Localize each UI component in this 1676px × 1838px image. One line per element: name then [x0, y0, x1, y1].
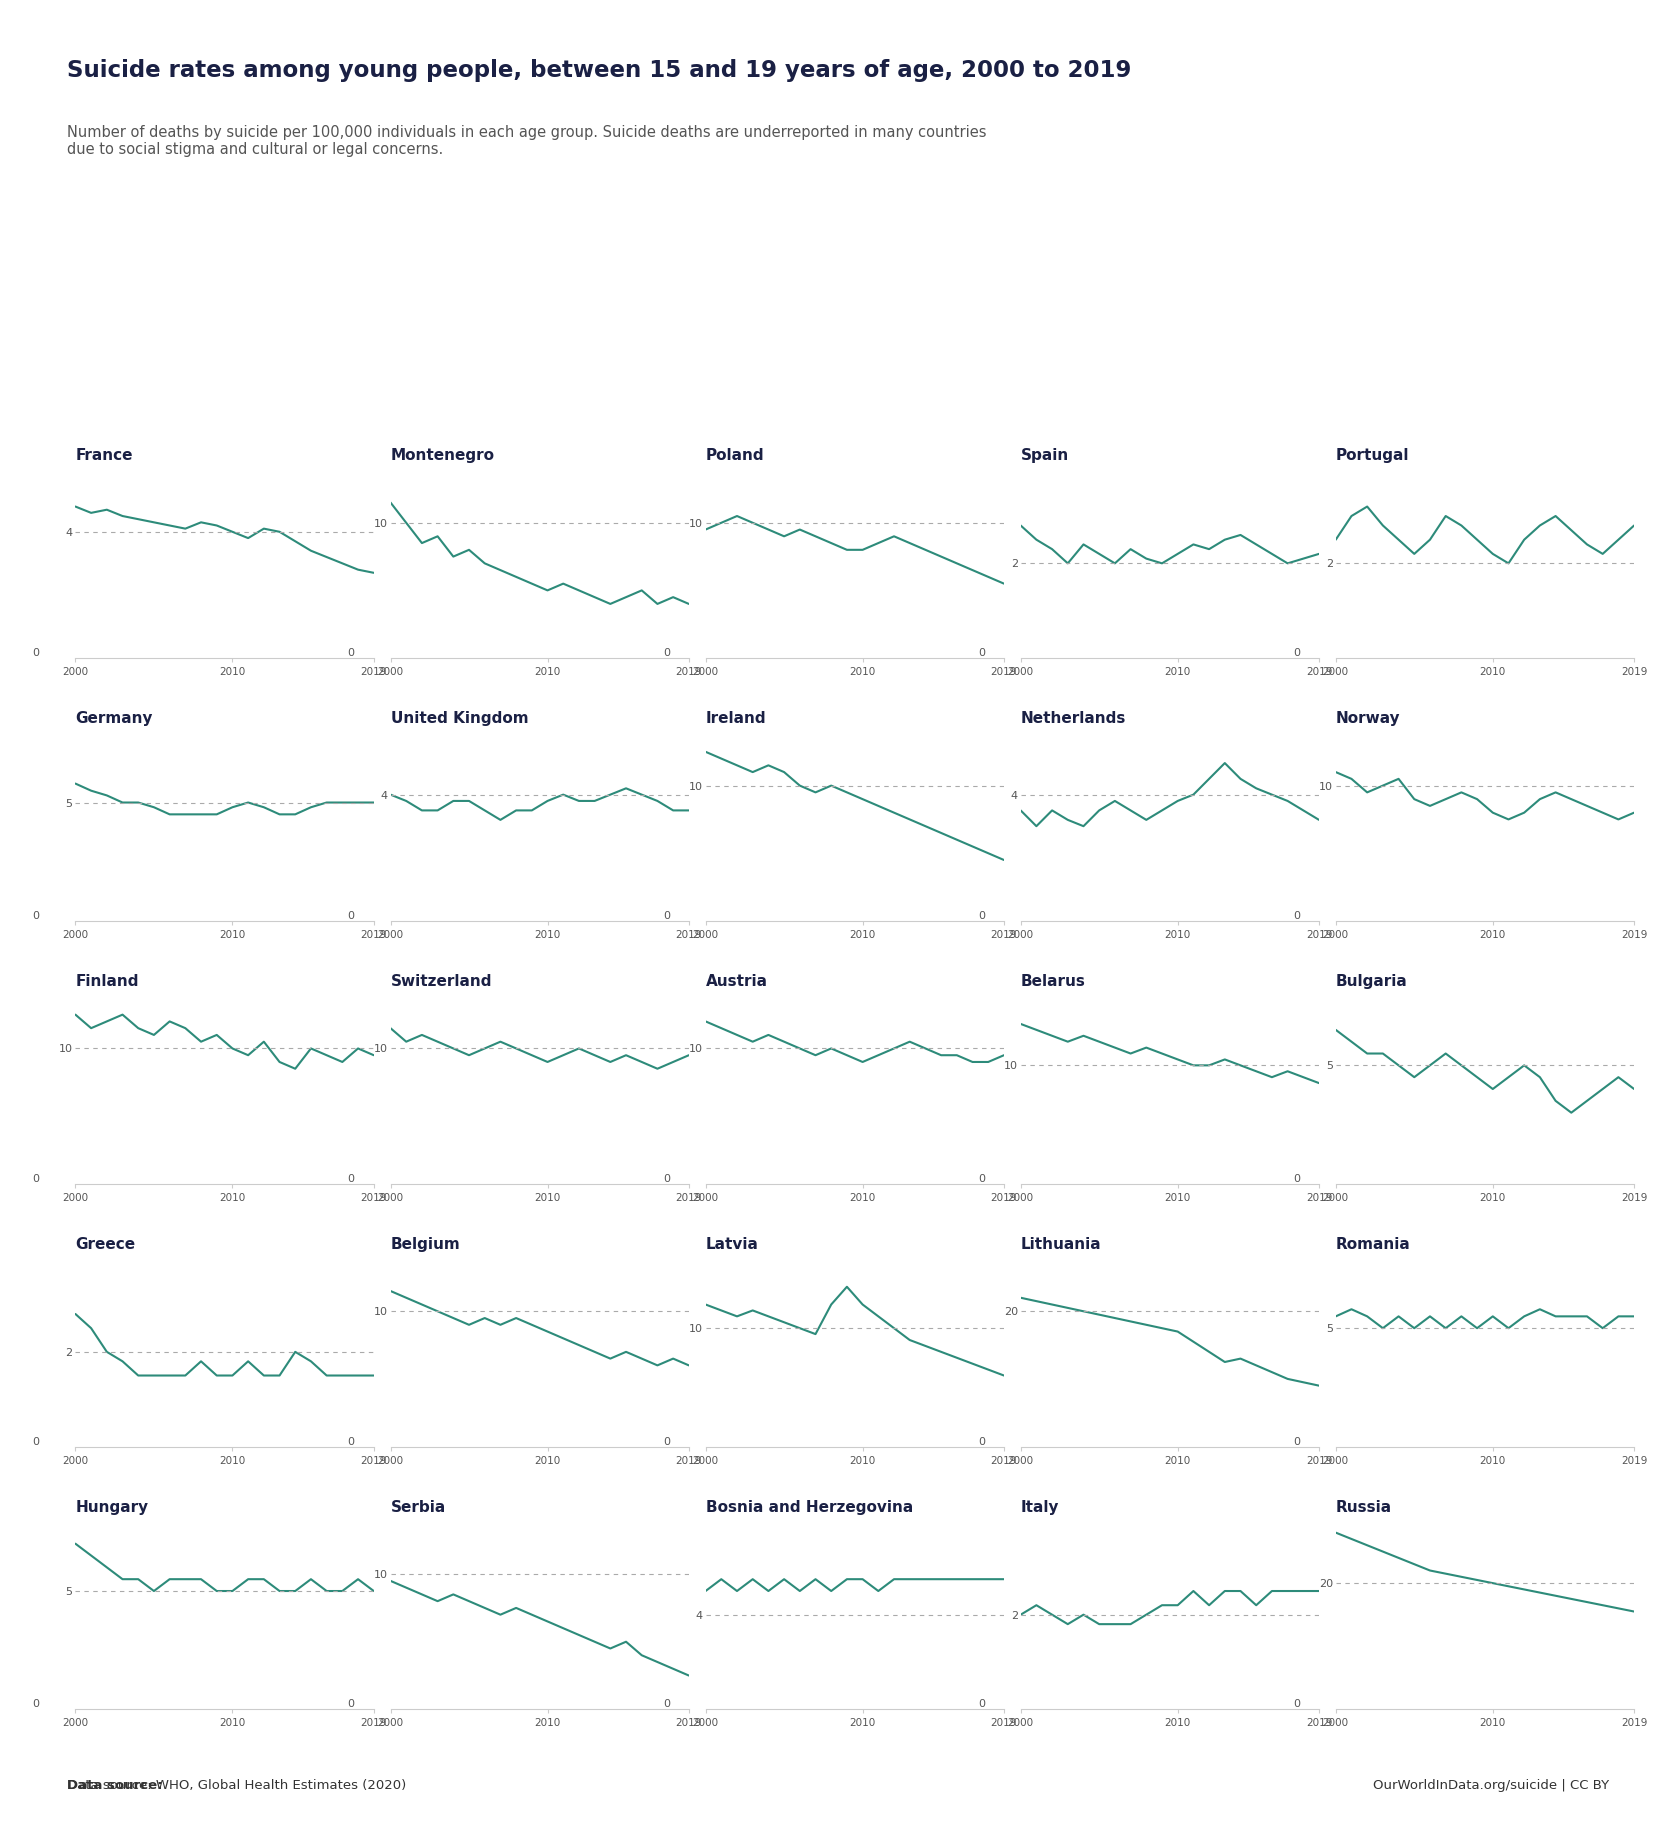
- Text: 0: 0: [347, 649, 355, 658]
- Text: 0: 0: [977, 1174, 985, 1184]
- Text: Poland: Poland: [706, 448, 764, 463]
- Text: Germany: Germany: [75, 711, 153, 726]
- Text: Romania: Romania: [1336, 1237, 1411, 1252]
- Text: OurWorldInData.org/suicide | CC BY: OurWorldInData.org/suicide | CC BY: [1373, 1779, 1609, 1792]
- Text: 0: 0: [32, 1700, 40, 1709]
- Text: Serbia: Serbia: [391, 1500, 446, 1515]
- Text: Number of deaths by suicide per 100,000 individuals in each age group. Suicide d: Number of deaths by suicide per 100,000 …: [67, 125, 987, 158]
- Text: Austria: Austria: [706, 974, 768, 989]
- Text: Norway: Norway: [1336, 711, 1401, 726]
- Text: Spain: Spain: [1021, 448, 1069, 463]
- Text: 0: 0: [1292, 912, 1301, 921]
- Text: 0: 0: [977, 649, 985, 658]
- Text: France: France: [75, 448, 132, 463]
- Text: Switzerland: Switzerland: [391, 974, 493, 989]
- Text: 0: 0: [347, 1700, 355, 1709]
- Text: Lithuania: Lithuania: [1021, 1237, 1101, 1252]
- Text: Data source:: Data source:: [67, 1779, 163, 1792]
- Text: 0: 0: [32, 1174, 40, 1184]
- Text: 0: 0: [347, 1174, 355, 1184]
- Text: 0: 0: [32, 649, 40, 658]
- Text: Ireland: Ireland: [706, 711, 766, 726]
- Text: 0: 0: [1292, 1174, 1301, 1184]
- Text: Bulgaria: Bulgaria: [1336, 974, 1408, 989]
- Text: 0: 0: [662, 1700, 670, 1709]
- Text: 0: 0: [662, 912, 670, 921]
- Text: Belarus: Belarus: [1021, 974, 1086, 989]
- Text: Data source: WHO, Global Health Estimates (2020): Data source: WHO, Global Health Estimate…: [67, 1779, 406, 1792]
- Text: Bosnia and Herzegovina: Bosnia and Herzegovina: [706, 1500, 913, 1515]
- Text: United Kingdom: United Kingdom: [391, 711, 528, 726]
- Text: 0: 0: [977, 912, 985, 921]
- Text: Portugal: Portugal: [1336, 448, 1410, 463]
- Text: 0: 0: [662, 649, 670, 658]
- Text: Netherlands: Netherlands: [1021, 711, 1126, 726]
- Text: Finland: Finland: [75, 974, 139, 989]
- Text: Latvia: Latvia: [706, 1237, 759, 1252]
- Text: Italy: Italy: [1021, 1500, 1059, 1515]
- Text: 0: 0: [32, 912, 40, 921]
- Text: 0: 0: [1292, 1437, 1301, 1447]
- Text: 0: 0: [662, 1437, 670, 1447]
- Text: Russia: Russia: [1336, 1500, 1391, 1515]
- Text: 0: 0: [1292, 649, 1301, 658]
- Text: 0: 0: [977, 1437, 985, 1447]
- Text: 0: 0: [1292, 1700, 1301, 1709]
- Text: Belgium: Belgium: [391, 1237, 461, 1252]
- Text: 0: 0: [662, 1174, 670, 1184]
- Text: Montenegro: Montenegro: [391, 448, 494, 463]
- Text: Our World
in Data: Our World in Data: [1507, 31, 1577, 61]
- Text: 0: 0: [347, 912, 355, 921]
- Text: 0: 0: [977, 1700, 985, 1709]
- Text: Hungary: Hungary: [75, 1500, 149, 1515]
- Text: 0: 0: [347, 1437, 355, 1447]
- Text: Greece: Greece: [75, 1237, 136, 1252]
- Text: Suicide rates among young people, between 15 and 19 years of age, 2000 to 2019: Suicide rates among young people, betwee…: [67, 59, 1131, 83]
- Text: 0: 0: [32, 1437, 40, 1447]
